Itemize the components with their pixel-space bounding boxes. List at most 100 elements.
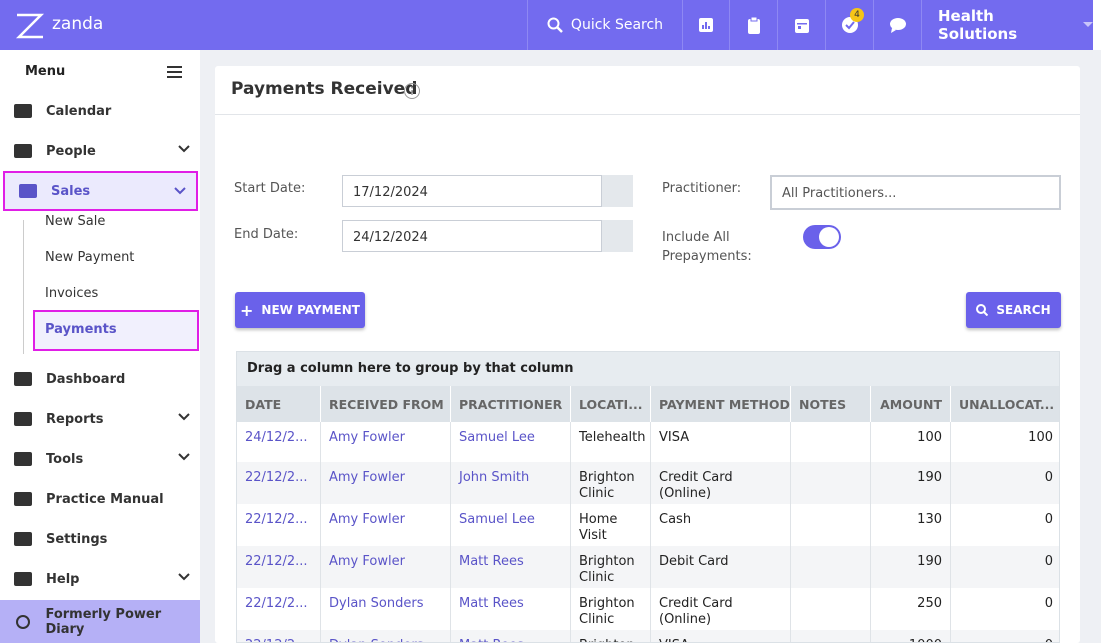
- cell-unallocated: 100: [1028, 430, 1053, 445]
- tasks-badge: 4: [850, 8, 864, 22]
- cell-received-from[interactable]: Amy Fowler: [321, 504, 451, 546]
- menu-item[interactable]: Help: [0, 559, 200, 599]
- end-label: End Date:: [234, 227, 299, 242]
- search-button[interactable]: SEARCH: [966, 292, 1061, 328]
- column-header[interactable]: RECEIVED FROM: [321, 386, 451, 422]
- submenu-item-active[interactable]: [33, 310, 199, 351]
- cell-received-from[interactable]: Amy Fowler: [321, 422, 451, 462]
- start-date-input[interactable]: 17/12/2024: [342, 175, 602, 207]
- menu-label: Practice Manual: [46, 491, 164, 507]
- menu-label: Calendar: [46, 103, 112, 119]
- clipboard-button[interactable]: [729, 0, 777, 50]
- chevron: [178, 573, 190, 581]
- new-payment-label: NEW PAYMENT: [261, 303, 360, 317]
- cell-date[interactable]: 22/12/2...: [237, 588, 321, 630]
- cell-date[interactable]: 22/12/2...: [237, 504, 321, 546]
- menu-item[interactable]: Sales: [3, 171, 198, 211]
- menu-item[interactable]: Reports: [0, 399, 200, 439]
- column-header[interactable]: LOCATI...: [571, 386, 651, 422]
- new-payment-button[interactable]: + NEW PAYMENT: [235, 292, 365, 328]
- cell-notes: [791, 546, 871, 588]
- table-row[interactable]: [237, 546, 1059, 588]
- cell-method: Debit Card: [651, 546, 791, 588]
- cell-date[interactable]: 24/12/2...: [237, 422, 321, 462]
- column-header[interactable]: PRACTITIONER: [451, 386, 571, 422]
- menu-toggle[interactable]: [167, 65, 183, 79]
- menu-item[interactable]: Calendar: [0, 91, 200, 131]
- menu-icon: [14, 532, 32, 546]
- menu-label: People: [46, 143, 96, 159]
- menu-item[interactable]: People: [0, 131, 200, 171]
- title-divider: [215, 114, 1080, 115]
- chat-button[interactable]: [873, 0, 921, 50]
- table-row[interactable]: [237, 630, 1059, 642]
- search-icon: [547, 17, 563, 33]
- info-icon[interactable]: [403, 82, 421, 100]
- footer-icon: [16, 614, 30, 629]
- reports-button[interactable]: [682, 0, 729, 50]
- column-header[interactable]: AMOUNT: [871, 386, 951, 422]
- submenu-item[interactable]: New Sale: [45, 214, 106, 229]
- column-header[interactable]: DATE: [237, 386, 321, 422]
- cell-received-from[interactable]: Dylan Sonders: [321, 630, 451, 642]
- submenu-item[interactable]: Invoices: [45, 286, 99, 301]
- cell-practitioner[interactable]: John Smith: [451, 462, 571, 504]
- menu-icon: [14, 572, 32, 586]
- chevron: [178, 453, 190, 461]
- cell-unallocated: 0: [1044, 470, 1053, 485]
- cell-practitioner[interactable]: Matt Rees: [451, 588, 571, 630]
- table-row[interactable]: [237, 462, 1059, 504]
- cell-received-from[interactable]: Amy Fowler: [321, 462, 451, 504]
- cell-date[interactable]: 22/12/2...: [237, 462, 321, 504]
- prepay-toggle[interactable]: [803, 225, 841, 249]
- table-row[interactable]: [237, 588, 1059, 630]
- quick-search-label: Quick Search: [570, 17, 664, 33]
- menu-icon: [14, 144, 32, 158]
- menu-item[interactable]: Settings: [0, 519, 200, 559]
- account-menu[interactable]: Health Solutions: [921, 0, 1093, 50]
- cell-notes: [791, 462, 871, 504]
- cell-amount: 100: [871, 422, 951, 462]
- menu-icon: [19, 184, 37, 198]
- table-row[interactable]: [237, 422, 1059, 462]
- column-header[interactable]: UNALLOCAT...: [951, 386, 1059, 422]
- cell-practitioner[interactable]: Samuel Lee: [451, 422, 571, 462]
- practitioner-select[interactable]: All Practitioners...: [770, 175, 1061, 210]
- cell-unallocated: 0: [1044, 512, 1053, 527]
- sidebar: Menu Formerly Power Diary Calendar People…: [0, 50, 200, 643]
- header-row: [237, 386, 1059, 422]
- table-row[interactable]: [237, 504, 1059, 546]
- menu-label: Sales: [51, 183, 91, 199]
- end-date-picker[interactable]: [602, 220, 633, 252]
- menu-label: Tools: [46, 451, 84, 467]
- caret: [1082, 22, 1093, 27]
- start-date-picker[interactable]: [602, 175, 633, 207]
- calendar-button[interactable]: [777, 0, 825, 50]
- cell-received-from[interactable]: Dylan Sonders: [321, 588, 451, 630]
- tasks-button[interactable]: 4: [825, 0, 873, 50]
- menu-item[interactable]: Dashboard: [0, 359, 200, 399]
- cell-practitioner[interactable]: Matt Rees: [451, 630, 571, 642]
- cell-amount: 130: [871, 504, 951, 546]
- quick-search[interactable]: Quick Search: [527, 0, 682, 50]
- cell-notes: [791, 422, 871, 462]
- cell-received-from[interactable]: Amy Fowler: [321, 546, 451, 588]
- cell-practitioner[interactable]: Matt Rees: [451, 546, 571, 588]
- start-label: Start Date:: [234, 181, 306, 196]
- panel-title: Payments Received: [231, 79, 418, 99]
- cell-location: Brighton Clinic: [571, 588, 651, 630]
- menu-item[interactable]: Tools: [0, 439, 200, 479]
- practitioner-label: Practitioner:: [662, 181, 742, 196]
- column-header[interactable]: PAYMENT METHOD: [651, 386, 791, 422]
- menu-item[interactable]: Practice Manual: [0, 479, 200, 519]
- submenu-line: [23, 220, 24, 354]
- submenu-item[interactable]: New Payment: [45, 250, 135, 265]
- cell-date[interactable]: 22/12/2...: [237, 546, 321, 588]
- end-date-input[interactable]: 24/12/2024: [342, 220, 602, 252]
- account-name: Health Solutions: [938, 7, 1018, 43]
- menu-label: Settings: [46, 531, 108, 547]
- payments-panel: Payments Received Start Date: 17/12/2024…: [215, 66, 1080, 643]
- cell-date[interactable]: 22/12/2...: [237, 630, 321, 642]
- cell-practitioner[interactable]: Samuel Lee: [451, 504, 571, 546]
- column-header[interactable]: NOTES: [791, 386, 871, 422]
